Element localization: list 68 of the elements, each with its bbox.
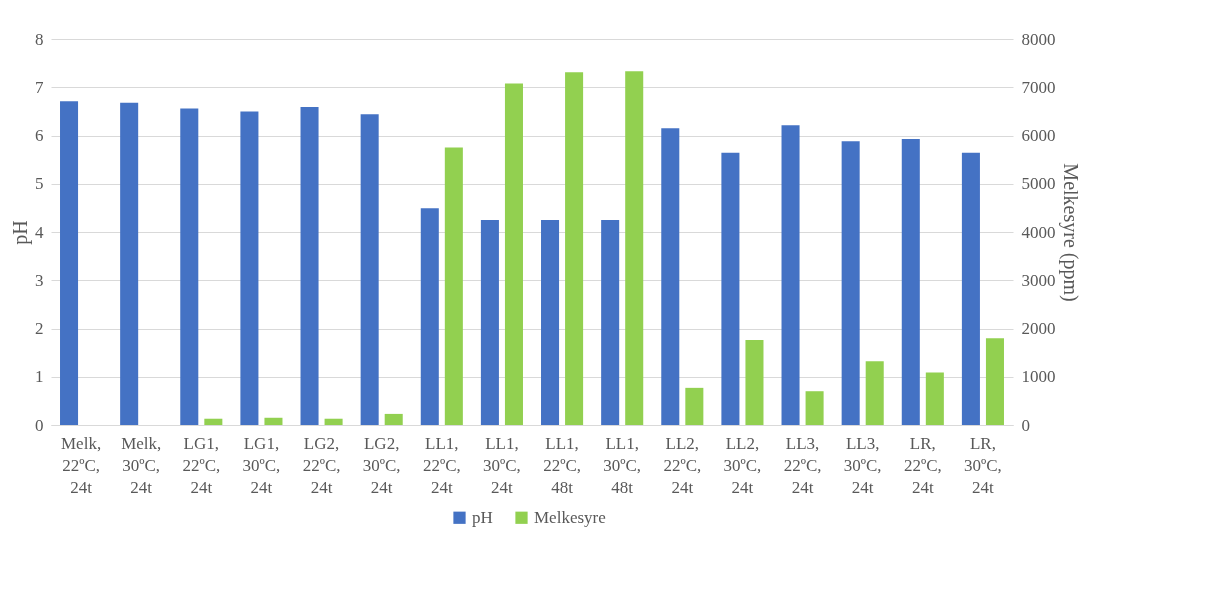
y-tick-label: 4 xyxy=(35,222,44,242)
y-tick-label: 6 xyxy=(35,126,44,145)
y-tick-label: 1 xyxy=(35,367,44,387)
bar xyxy=(841,141,860,425)
bar xyxy=(264,417,283,425)
legend-label: pH xyxy=(472,507,493,527)
y-tick-label: 5 xyxy=(35,174,44,194)
bar xyxy=(384,413,403,425)
bar xyxy=(985,338,1004,425)
y2-tick-label: 4000 xyxy=(1021,222,1056,242)
bar xyxy=(120,102,139,425)
bar xyxy=(541,219,560,425)
y2-tick-label: 5000 xyxy=(1021,174,1056,194)
bar xyxy=(240,111,259,425)
bar xyxy=(480,219,499,425)
bar xyxy=(925,372,944,425)
x-tick-label: LL1, 22ºC, 24t xyxy=(422,433,461,497)
y2-axis-title: Melkesyre (ppm) xyxy=(1058,163,1082,302)
y-axis-title: pH xyxy=(9,220,32,245)
bar xyxy=(805,391,824,425)
bar xyxy=(661,128,680,425)
x-tick-label: LL2, 30ºC, 24t xyxy=(723,433,762,497)
bar xyxy=(180,108,199,425)
x-tick-label: LG1, 30ºC, 24t xyxy=(242,433,281,497)
y2-tick-label: 2000 xyxy=(1021,319,1056,338)
y2-tick-label: 7000 xyxy=(1021,77,1056,97)
bar xyxy=(360,114,379,425)
x-tick-label: Melk, 22ºC, 24t xyxy=(60,433,102,497)
y-tick-label: 8 xyxy=(35,29,44,49)
bar xyxy=(901,138,920,425)
x-tick-label: LL2, 22ºC, 24t xyxy=(663,433,702,497)
x-tick-label: LL3, 30ºC, 24t xyxy=(843,433,882,497)
bar xyxy=(721,152,740,425)
y2-tick-label: 3000 xyxy=(1021,270,1056,290)
y-tick-label: 7 xyxy=(35,77,44,97)
x-tick-label: LL1, 30ºC, 48t xyxy=(603,433,642,497)
bar xyxy=(504,83,523,425)
x-tick-label: Melk, 30ºC, 24t xyxy=(121,433,162,497)
x-tick-label: LR, 30ºC, 24t xyxy=(964,433,1002,497)
bar xyxy=(745,340,764,425)
y2-tick-label: 6000 xyxy=(1021,126,1056,145)
bar xyxy=(300,107,319,425)
bar xyxy=(204,418,223,425)
bar xyxy=(685,387,704,425)
y2-tick-label: 8000 xyxy=(1021,29,1056,49)
x-tick-label: LL1, 30ºC, 24t xyxy=(483,433,521,497)
x-tick-label: LR, 22ºC, 24t xyxy=(903,433,942,497)
y2-tick-label: 1000 xyxy=(1021,367,1056,387)
x-tick-label: LG2, 22ºC, 24t xyxy=(302,433,341,497)
bar xyxy=(625,71,644,425)
x-tick-label: LL1, 22ºC, 48t xyxy=(543,433,581,497)
bar xyxy=(60,101,79,425)
bar xyxy=(420,208,439,425)
y-tick-label: 3 xyxy=(35,270,44,290)
bar xyxy=(601,219,620,425)
x-tick-label: LG2, 30ºC, 24t xyxy=(362,433,401,497)
bar xyxy=(565,72,584,425)
legend-label: Melkesyre xyxy=(534,507,606,527)
y-tick-label: 0 xyxy=(35,415,44,435)
x-tick-label: LG1, 22ºC, 24t xyxy=(182,433,221,497)
bar xyxy=(444,147,463,425)
bar xyxy=(865,361,884,425)
y2-tick-label: 0 xyxy=(1021,415,1030,435)
x-tick-label: LL3, 22ºC, 24t xyxy=(783,433,822,497)
y-tick-label: 2 xyxy=(35,319,44,338)
bar xyxy=(324,418,343,425)
bar xyxy=(961,152,980,425)
bar xyxy=(781,125,800,425)
